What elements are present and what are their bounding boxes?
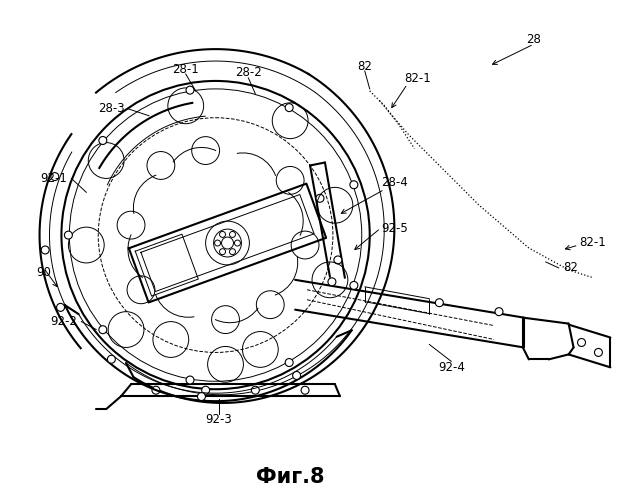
Circle shape bbox=[57, 304, 64, 312]
Text: 28-1: 28-1 bbox=[173, 62, 199, 76]
Text: 92-1: 92-1 bbox=[40, 172, 67, 185]
Circle shape bbox=[99, 136, 107, 144]
Circle shape bbox=[594, 348, 603, 356]
Circle shape bbox=[301, 386, 309, 394]
Circle shape bbox=[316, 194, 324, 202]
Text: Фиг.8: Фиг.8 bbox=[256, 466, 324, 486]
Text: 92-2: 92-2 bbox=[50, 315, 77, 328]
Circle shape bbox=[202, 386, 210, 394]
Circle shape bbox=[350, 181, 358, 188]
Circle shape bbox=[285, 104, 293, 112]
Text: 82-1: 82-1 bbox=[404, 72, 431, 86]
Circle shape bbox=[292, 372, 301, 380]
Text: 28-3: 28-3 bbox=[98, 102, 124, 116]
Circle shape bbox=[334, 256, 342, 264]
Text: 90: 90 bbox=[36, 266, 51, 280]
Circle shape bbox=[285, 358, 293, 366]
Text: 92-4: 92-4 bbox=[438, 361, 465, 374]
Text: 28: 28 bbox=[526, 32, 541, 46]
Circle shape bbox=[350, 282, 358, 290]
Text: 82: 82 bbox=[357, 60, 372, 72]
Circle shape bbox=[99, 326, 107, 334]
Text: 28-2: 28-2 bbox=[235, 66, 262, 80]
Circle shape bbox=[435, 298, 443, 306]
Circle shape bbox=[578, 338, 585, 346]
Circle shape bbox=[41, 246, 49, 254]
Circle shape bbox=[495, 308, 503, 316]
Text: 28-4: 28-4 bbox=[381, 176, 408, 189]
Circle shape bbox=[152, 386, 160, 394]
Text: 82: 82 bbox=[563, 262, 578, 274]
Circle shape bbox=[51, 172, 59, 180]
Circle shape bbox=[186, 86, 194, 94]
Text: 82-1: 82-1 bbox=[579, 236, 606, 248]
Circle shape bbox=[186, 376, 194, 384]
Circle shape bbox=[328, 278, 336, 286]
Circle shape bbox=[64, 231, 73, 239]
Circle shape bbox=[252, 386, 259, 394]
Circle shape bbox=[197, 392, 205, 400]
Circle shape bbox=[108, 356, 115, 363]
Text: 92-3: 92-3 bbox=[205, 412, 232, 426]
Text: 92-5: 92-5 bbox=[381, 222, 408, 234]
